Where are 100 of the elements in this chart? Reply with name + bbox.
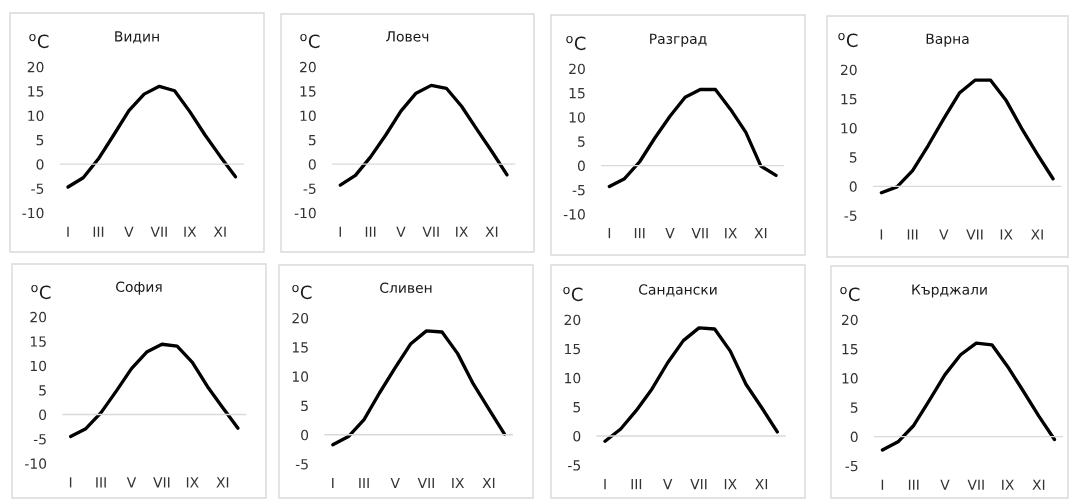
line-series [331,329,507,447]
line-series [68,342,240,439]
x-tick-label: III [907,229,918,240]
x-tick-label: V [396,226,406,237]
x-tick-label: XI [1031,229,1043,240]
chart-title: Разград [650,33,707,47]
line-series [338,83,509,187]
chart-title: Кърджали [912,284,987,298]
chart-title: Ловеч [386,31,429,42]
y-tick-label: 20 [300,61,316,73]
y-tick-label: 15 [569,88,585,99]
y-tick-label: -10 [22,207,44,219]
y-tick-label: 5 [308,135,316,146]
chart-title: Варна [926,33,969,47]
y-tick-label: 10 [565,372,581,384]
y-tick-label: 15 [842,344,858,355]
y-tick-label: 0 [301,429,309,441]
x-tick-label: I [608,228,611,239]
x-tick-label: VII [150,226,167,237]
y-tick-label: -5 [572,185,585,196]
y-tick-label: 15 [565,343,581,355]
y-tick-label: 5 [578,136,585,147]
y-tick-label: 15 [28,86,44,97]
y-tick-label: 0 [849,181,857,192]
x-tick-label: III [359,477,369,489]
y-tick-label: 20 [840,64,857,76]
y-tick-label: -10 [294,207,316,219]
x-tick-label: XI [1032,479,1045,490]
x-tick-label: I [332,477,334,489]
y-tick-label: -5 [31,183,44,194]
y-tick-label: 5 [573,402,581,413]
y-tick-label: 0 [36,159,44,170]
y-tick-label: 10 [28,110,44,122]
x-tick-label: I [339,226,341,237]
x-tick-label: V [939,229,949,240]
y-tick-label: 20 [841,314,858,326]
x-tick-label: IX [452,477,465,489]
line-series [880,341,1057,452]
x-tick-label: XI [755,479,768,490]
x-tick-label: I [880,229,883,240]
chart-title: Сандански [639,284,717,297]
y-tick-label: 5 [850,402,858,413]
y-tick-label: 0 [39,409,47,421]
y-tick-label: -5 [568,460,581,471]
y-axis-title: $^{o}$C [292,284,312,300]
y-tick-label: 20 [292,312,309,324]
line-series [603,326,779,443]
y-tick-label: -5 [303,183,316,194]
y-tick-label: 5 [39,385,46,396]
x-tick-label: I [881,479,884,490]
line-series [879,78,1055,195]
y-tick-label: 0 [308,159,316,170]
x-tick-label: III [365,226,376,237]
y-axis-title: $^{o}$C [840,286,860,302]
y-tick-label: -5 [845,460,858,472]
y-tick-label: 5 [301,400,308,412]
x-tick-label: VII [691,228,708,239]
x-tick-label: IX [724,479,737,490]
y-tick-label: 20 [30,311,47,323]
y-tick-label: -5 [33,434,46,445]
x-tick-label: V [665,228,675,239]
x-tick-label: V [124,226,134,237]
x-tick-label: III [93,226,104,237]
x-tick-label: VII [690,479,707,490]
y-tick-label: 10 [569,112,585,123]
y-tick-label: -10 [563,209,585,220]
y-axis-title: $^{o}$C [29,33,49,49]
x-tick-label: XI [754,228,767,239]
y-tick-label: 5 [849,152,857,163]
y-tick-label: 15 [300,86,316,97]
y-tick-label: 5 [36,135,44,146]
x-tick-label: IX [186,477,199,488]
x-tick-label: IX [1000,229,1013,240]
x-tick-label: IX [725,228,737,239]
y-axis-title: $^{o}$C [31,284,51,300]
y-tick-label: 10 [292,371,309,382]
y-tick-label: 15 [292,342,308,353]
chart-title: Сливен [380,282,432,294]
x-tick-label: III [634,228,645,239]
x-tick-label: IX [456,226,468,237]
x-tick-label: VII [966,229,983,240]
x-tick-label: III [631,479,642,490]
y-tick-label: 10 [30,360,47,372]
y-axis-title: $^{o}$C [300,33,320,49]
x-tick-label: XI [482,477,495,489]
x-tick-label: III [96,477,106,488]
y-axis-title: $^{o}$C [838,32,858,48]
x-tick-label: V [126,477,137,488]
y-tick-label: -5 [295,459,308,470]
x-tick-label: IX [184,226,197,237]
y-tick-label: 10 [842,373,858,384]
line-series [66,84,238,189]
x-tick-label: V [390,477,400,489]
x-tick-label: VII [422,226,439,237]
x-tick-label: IX [1002,479,1014,490]
y-tick-label: 15 [841,94,857,105]
y-tick-label: 20 [569,63,585,75]
y-tick-label: -10 [25,458,47,469]
y-tick-label: 10 [841,122,857,134]
x-tick-label: I [69,477,72,488]
